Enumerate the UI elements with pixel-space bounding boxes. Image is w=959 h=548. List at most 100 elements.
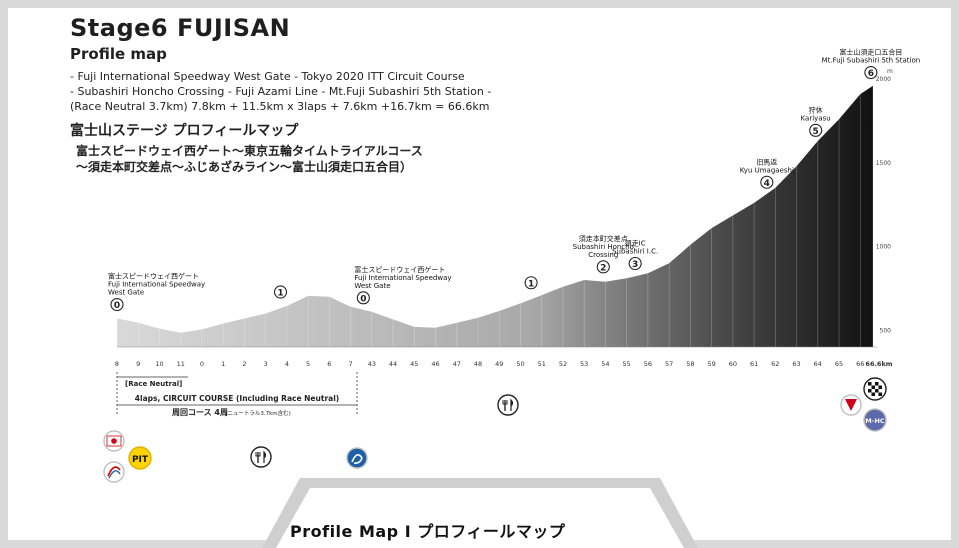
marker-circle-6 [864,65,878,80]
marker-label-line: 須走IC [625,238,646,247]
checker-square [875,382,879,386]
marker-circle-2 [596,260,610,274]
footer-label: Profile Map I プロフィールマップ [290,522,566,541]
x-tick-label: 66 [856,360,864,368]
y-tick-label: 1000 [876,244,891,251]
laps-jp-small-label: (ニュートラル3.7km含む) [225,409,291,417]
marker-number-0: 0 [360,294,366,304]
marker-label-line: Mt.Fuji Subashiri 5th Station [822,57,921,65]
x-tick-label: 65 [835,360,843,368]
jp-route-line-1: 富士スピードウェイ西ゲート〜東京五輪タイムトライアルコース [76,144,423,158]
marker-label-line: 富士山須走口五合目 [839,48,902,57]
x-tick-label: 7 [349,360,353,368]
marker-label-line: Fuji International Speedway [108,281,205,289]
x-tick-label: 8 [115,360,119,368]
knife-blade [510,398,514,411]
route-desc-line-1: - Fuji International Speedway West Gate … [70,70,465,83]
marker-label-line: Kariyasu [801,114,831,122]
x-tick-label: 62 [771,360,779,368]
marker-label-line: Fuji International Speedway [354,274,451,282]
sprint-icon [346,447,368,469]
checker-square [878,385,882,389]
stage-title: Stage6 FUJISAN [70,14,291,42]
x-tick-label: 53 [580,360,588,368]
x-tick-label: 45 [410,360,418,368]
x-tick-label: 0 [200,360,204,368]
route-desc-line-3: (Race Neutral 3.7km) 7.8km + 11.5km x 3l… [70,100,490,113]
marker-label-line: 富士スピードウェイ西ゲート [354,265,445,274]
marker-number-4: 4 [764,179,770,189]
marker-label-line: 旧馬返 [756,158,777,166]
fork-tines [502,400,508,405]
checker-square [878,392,882,396]
x-tick-label: 10 [155,360,163,368]
marker-number-5: 5 [813,127,819,137]
elevation-area [117,85,873,347]
x-tick-label: 11 [177,360,185,368]
japan-flag-dot [111,438,117,444]
marker-circle-1 [524,276,538,290]
marker-circle-5 [809,123,823,137]
x-tick-label: 2 [242,360,246,368]
x-tick-label: 48 [474,360,482,368]
x-tick-label: 60 [729,360,737,368]
x-tick-label: 49 [495,360,503,368]
marker-label-line: 須走本町交差点 [579,234,628,243]
jp-title: 富士山ステージ プロフィールマップ [70,123,299,139]
x-tick-label: 56 [644,360,652,368]
marker-label-line: 狩休 [809,105,823,114]
checker-square [875,389,879,393]
marker-label-line: Crossing [588,251,618,259]
marker-number-1: 1 [528,279,534,289]
x-tick-label: 57 [665,360,673,368]
fork-knife-icon [497,394,519,416]
x-tick-label: 54 [601,360,609,368]
checker-square [871,392,875,396]
marker-label-line: Kyu Umagaeshi [740,166,794,174]
pit-icon [128,446,152,470]
laps-label: 4laps, CIRCUIT COURSE (Including Race Ne… [135,394,339,403]
x-tick-label: 1 [221,360,225,368]
route-desc-line-2: - Subashiri Honcho Crossing - Fuji Azami… [70,85,492,98]
marker-number-6: 6 [868,69,874,79]
knife-blade [263,450,267,463]
marker-number-3: 3 [632,260,638,270]
speedway-emblem-swoosh-blue [108,470,121,479]
x-tick-label: 55 [623,360,631,368]
x-tick-label: 5 [306,360,310,368]
marker-number-0: 0 [114,301,120,311]
jp-route-line-2: 〜須走本町交差点〜ふじあざみライン〜富士山須走口五合目） [76,160,413,174]
marker-label-line: West Gate [108,289,144,297]
y-tick-label: 2000 [876,76,891,83]
race-neutral-label: [Race Neutral] [125,380,182,388]
marker-circle-4 [760,175,774,189]
sprint-swirl [351,454,363,464]
x-tick-label: 4 [285,360,289,368]
speedway-emblem-swoosh-red [107,466,121,477]
x-tick-label: 66.6km [865,360,892,368]
stage-subtitle: Profile map [70,45,167,63]
x-tick-label: 44 [389,360,397,368]
laps-jp-label: 周回コース 4周 [172,408,228,417]
marker-label-line: West Gate [354,282,390,290]
kom-triangle [845,399,857,411]
y-unit-label: m [887,68,893,75]
checker-square [868,382,872,386]
mhc-badge-icon [863,408,887,432]
marker-circle-0 [110,297,124,312]
x-tick-label: 61 [750,360,758,368]
y-tick-label: 500 [880,327,892,334]
marker-circle-0 [356,291,370,305]
x-tick-label: 58 [686,360,694,368]
x-tick-label: 43 [368,360,376,368]
footer-tab-inner [276,488,684,548]
fork-knife-icon [250,446,272,468]
marker-circle-3 [628,256,642,271]
x-tick-label: 63 [792,360,800,368]
checker-square [868,389,872,393]
pit-label: PIT [132,455,149,465]
marker-label-line: Subashiri Honcho [573,243,634,251]
x-tick-label: 46 [431,360,439,368]
checker-square [871,385,875,389]
